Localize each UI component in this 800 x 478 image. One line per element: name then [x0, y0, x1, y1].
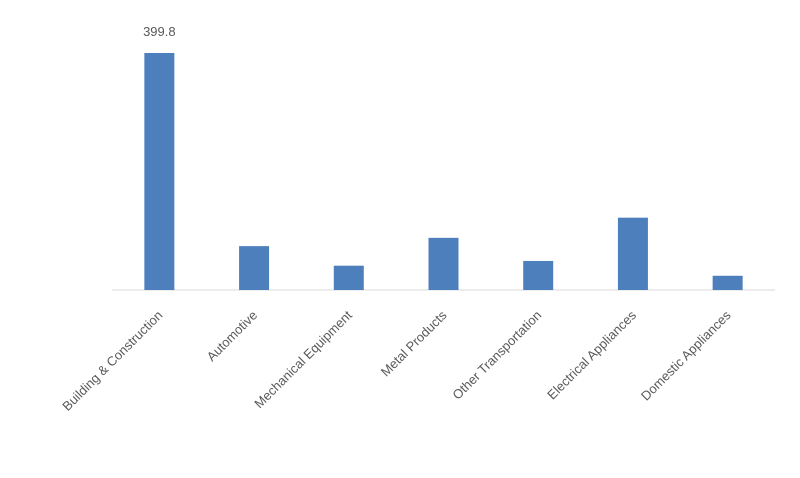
- bar: [333, 265, 364, 290]
- x-tick-label: Electrical Appliances: [544, 307, 639, 402]
- bar: [617, 217, 648, 290]
- x-tick-label: Metal Products: [378, 307, 450, 379]
- x-tick-label: Mechanical Equipment: [251, 307, 355, 411]
- bar: [523, 260, 554, 290]
- bar: [239, 246, 270, 290]
- x-tick-label: Domestic Appliances: [638, 307, 734, 403]
- x-tick-label: Building & Construction: [59, 308, 165, 414]
- data-label: 399.8: [143, 24, 176, 39]
- x-tick-label: Other Transportation: [449, 308, 544, 403]
- bar: [144, 53, 175, 290]
- x-tick-label: Automotive: [204, 308, 261, 365]
- bar: [712, 275, 743, 290]
- bar: [428, 237, 459, 290]
